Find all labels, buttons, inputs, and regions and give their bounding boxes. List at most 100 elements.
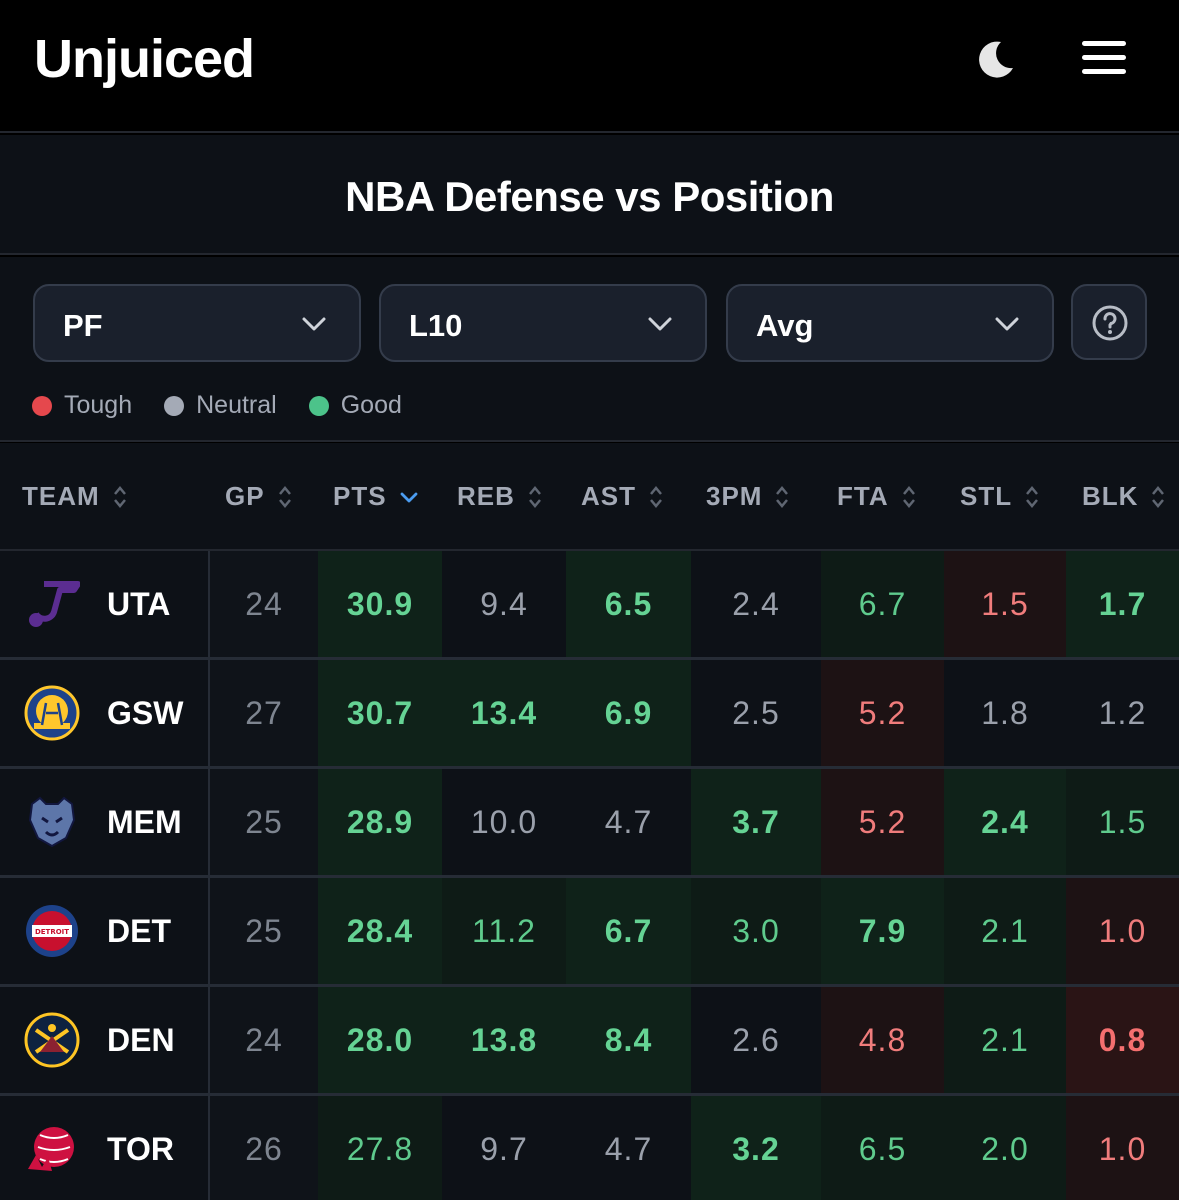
fta-cell: 6.7: [821, 551, 944, 657]
column-header-blk[interactable]: BLK: [1082, 481, 1166, 512]
legend-label: Tough: [64, 391, 133, 419]
3pm-cell: 3.7: [691, 769, 821, 875]
sort-icon: [650, 485, 662, 508]
fta-cell: 4.8: [821, 987, 944, 1093]
column-header-gp[interactable]: GP: [225, 481, 293, 512]
pts-cell: 28.9: [318, 769, 442, 875]
pts-cell: 30.9: [318, 551, 442, 657]
team-cell[interactable]: UTA: [0, 551, 210, 657]
column-header-ast[interactable]: AST: [581, 481, 664, 512]
team-cell[interactable]: GSW: [0, 660, 210, 766]
svg-text:DETROIT: DETROIT: [35, 928, 69, 936]
stl-cell: 1.5: [944, 551, 1066, 657]
stl-cell: 2.1: [944, 878, 1066, 984]
sort-icon: [1026, 485, 1039, 508]
column-header-reb[interactable]: REB: [457, 481, 543, 512]
chevron-down-icon: [995, 317, 1019, 331]
gp-cell: 25: [210, 878, 318, 984]
utah-jazz-logo: [24, 576, 81, 632]
column-header-label: AST: [581, 481, 636, 511]
reb-cell: 9.4: [442, 551, 566, 657]
ast-cell: 4.7: [566, 769, 691, 875]
team-abbreviation: MEM: [107, 804, 182, 840]
chevron-down-icon: [648, 317, 672, 331]
color-legend: Tough Neutral Good: [32, 391, 402, 420]
column-header-pts[interactable]: PTS: [333, 481, 419, 512]
ast-cell: 6.7: [566, 878, 691, 984]
team-cell[interactable]: DETROIT DET: [0, 878, 210, 984]
sort-icon: [1152, 485, 1165, 508]
sort-icon: [902, 485, 915, 508]
gp-cell: 25: [210, 769, 318, 875]
gp-cell: 24: [210, 551, 318, 657]
blk-cell: 1.5: [1066, 769, 1179, 875]
page-header: NBA Defense vs Position: [0, 135, 1179, 255]
column-header-3pm[interactable]: 3PM: [706, 481, 790, 512]
column-header-label: PTS: [333, 481, 387, 511]
3pm-cell: 2.5: [691, 660, 821, 766]
reb-cell: 11.2: [442, 878, 566, 984]
gp-cell: 26: [210, 1096, 318, 1200]
table-body: UTA 24 30.9 9.4 6.5 2.4 6.7 1.5 1.7 GSW 27 30.7 13.4…: [0, 551, 1179, 1200]
column-header-label: 3PM: [706, 481, 763, 511]
page-title: NBA Defense vs Position: [345, 173, 834, 220]
team-cell[interactable]: MEM: [0, 769, 210, 875]
column-header-fta[interactable]: FTA: [837, 481, 917, 512]
ast-cell: 4.7: [566, 1096, 691, 1200]
chevron-down-icon: [302, 317, 326, 331]
table-row[interactable]: DETROIT DET 25 28.4 11.2 6.7 3.0 7.9 2.1 1.0: [0, 878, 1179, 987]
ast-cell: 6.9: [566, 660, 691, 766]
legend-label: Good: [340, 391, 402, 419]
stl-cell: 1.8: [944, 660, 1066, 766]
legend-label: Neutral: [196, 391, 277, 419]
reb-cell: 13.4: [442, 660, 566, 766]
team-cell[interactable]: DEN: [0, 987, 210, 1093]
help-button[interactable]: [1071, 284, 1147, 360]
detroit-pistons-logo: DETROIT: [24, 903, 80, 959]
position-select[interactable]: PF: [33, 284, 361, 362]
stl-cell: 2.0: [944, 1096, 1066, 1200]
team-cell[interactable]: TOR: [0, 1096, 210, 1200]
blk-cell: 1.7: [1066, 551, 1179, 657]
table-row[interactable]: DEN 24 28.0 13.8 8.4 2.6 4.8 2.1 0.8: [0, 987, 1179, 1096]
moon-icon[interactable]: [975, 38, 1017, 80]
column-header-label: TEAM: [22, 481, 100, 511]
blk-cell: 1.2: [1066, 660, 1179, 766]
blk-cell: 1.0: [1066, 1096, 1179, 1200]
legend-item-tough: Tough: [32, 391, 132, 420]
stat-type-select[interactable]: Avg: [726, 284, 1054, 362]
column-header-team[interactable]: TEAM: [22, 481, 128, 512]
ast-cell: 6.5: [566, 551, 691, 657]
column-header-label: FTA: [837, 481, 889, 511]
hamburger-menu-icon[interactable]: [1082, 38, 1126, 78]
sort-icon: [776, 485, 789, 508]
stl-cell: 2.1: [944, 987, 1066, 1093]
reb-cell: 13.8: [442, 987, 566, 1093]
memphis-grizzlies-logo: [24, 794, 80, 850]
filter-bar: PF L10 Avg Tough Neutral Good: [0, 257, 1179, 442]
table-row[interactable]: GSW 27 30.7 13.4 6.9 2.5 5.2 1.8 1.2: [0, 660, 1179, 769]
3pm-cell: 2.6: [691, 987, 821, 1093]
table-row[interactable]: UTA 24 30.9 9.4 6.5 2.4 6.7 1.5 1.7: [0, 551, 1179, 660]
reb-cell: 10.0: [442, 769, 566, 875]
toronto-raptors-logo: [24, 1121, 80, 1177]
green-dot-icon: [308, 395, 329, 416]
fta-cell: 7.9: [821, 878, 944, 984]
stat-type-select-value: Avg: [756, 308, 814, 343]
column-header-label: REB: [457, 481, 515, 511]
column-header-stl[interactable]: STL: [960, 481, 1040, 512]
sort-icon: [113, 485, 126, 508]
table-row[interactable]: MEM 25 28.9 10.0 4.7 3.7 5.2 2.4 1.5: [0, 769, 1179, 878]
table-row[interactable]: TOR 26 27.8 9.7 4.7 3.2 6.5 2.0 1.0: [0, 1096, 1179, 1200]
team-abbreviation: UTA: [107, 586, 171, 622]
3pm-cell: 2.4: [691, 551, 821, 657]
sort-descending-icon: [400, 492, 417, 502]
app-logo-title[interactable]: Unjuiced: [34, 29, 255, 89]
gray-dot-icon: [164, 395, 185, 416]
fta-cell: 5.2: [821, 660, 944, 766]
range-select[interactable]: L10: [379, 284, 707, 362]
pts-cell: 28.0: [318, 987, 442, 1093]
team-abbreviation: TOR: [107, 1131, 174, 1167]
gp-cell: 24: [210, 987, 318, 1093]
blk-cell: 1.0: [1066, 878, 1179, 984]
